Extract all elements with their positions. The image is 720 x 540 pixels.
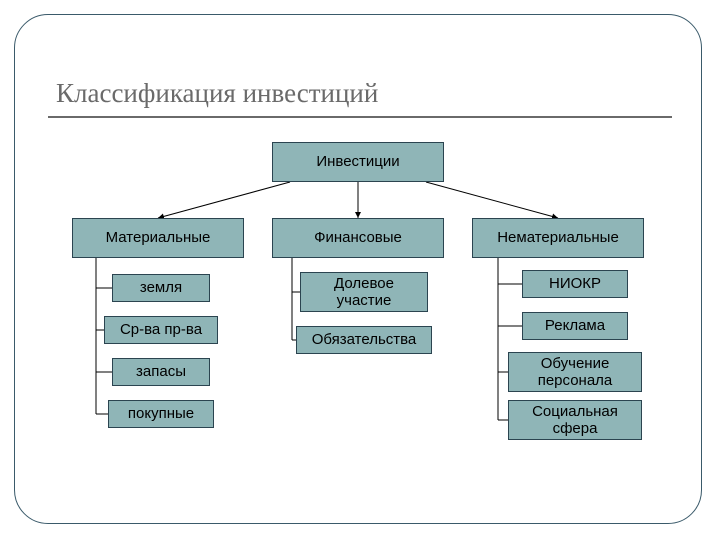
node-nem-2: Реклама bbox=[522, 312, 628, 340]
node-nem-4: Социальная сфера bbox=[508, 400, 642, 440]
node-fin-1: Долевое участие bbox=[300, 272, 428, 312]
node-mat: Материальные bbox=[72, 218, 244, 258]
node-fin: Финансовые bbox=[272, 218, 444, 258]
node-nem-3: Обучение персонала bbox=[508, 352, 642, 392]
slide-title: Классификация инвестиций bbox=[56, 78, 378, 109]
node-mat-4: покупные bbox=[108, 400, 214, 428]
node-fin-2: Обязательства bbox=[296, 326, 432, 354]
node-nem-1: НИОКР bbox=[522, 270, 628, 298]
node-mat-1: земля bbox=[112, 274, 210, 302]
node-mat-3: запасы bbox=[112, 358, 210, 386]
node-nem: Нематериальные bbox=[472, 218, 644, 258]
title-rule bbox=[48, 116, 672, 118]
node-mat-2: Ср-ва пр-ва bbox=[104, 316, 218, 344]
node-root: Инвестиции bbox=[272, 142, 444, 182]
